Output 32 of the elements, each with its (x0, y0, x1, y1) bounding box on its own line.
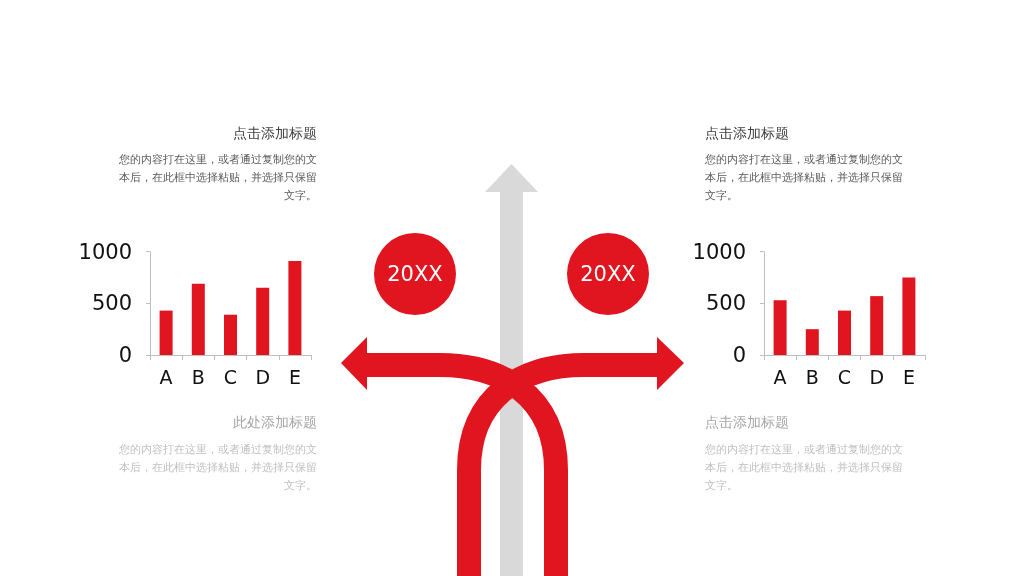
x-tick-label: C (223, 365, 238, 388)
x-tick-label: A (773, 365, 787, 388)
bar (191, 283, 205, 355)
bar (288, 261, 302, 355)
x-tick-label: E (288, 365, 301, 388)
bar (838, 310, 851, 355)
x-tick-label: B (805, 365, 819, 388)
x-tick-label: A (159, 365, 173, 388)
text: 点击添加标题 (705, 413, 790, 431)
x-tick-label: D (255, 365, 271, 388)
bar (159, 310, 173, 355)
x-tick-label: B (191, 365, 205, 388)
bar (902, 277, 916, 355)
chart-title: 点击添加标题 (232, 124, 317, 142)
y-tick-label: 0 (732, 343, 746, 367)
y-tick-label: 0 (118, 343, 132, 367)
chart-title: 点击添加标题 (705, 124, 790, 142)
text: 此处添加标题 (232, 413, 317, 431)
x-tick-label: D (869, 365, 885, 388)
bar (773, 300, 787, 355)
chart-subtitle: 您的内容打在这里，或者通过复制您的文本后，在此框中选择粘贴，并选择只保留文字。 (705, 152, 904, 204)
y-tick-label: 1000 (78, 239, 132, 264)
bar (870, 296, 884, 355)
bar (805, 329, 819, 355)
y-tick-label: 500 (91, 291, 132, 316)
y-tick-label: 500 (705, 291, 746, 316)
x-tick-label: E (902, 365, 915, 388)
x-tick-label: C (837, 365, 852, 388)
bar (256, 287, 270, 355)
y-tick-label: 1000 (692, 239, 746, 264)
chart-subtitle: 您的内容打在这里，或者通过复制您的文本后，在此框中选择粘贴，并选择只保留文字。 (118, 152, 317, 204)
bar (224, 314, 237, 355)
